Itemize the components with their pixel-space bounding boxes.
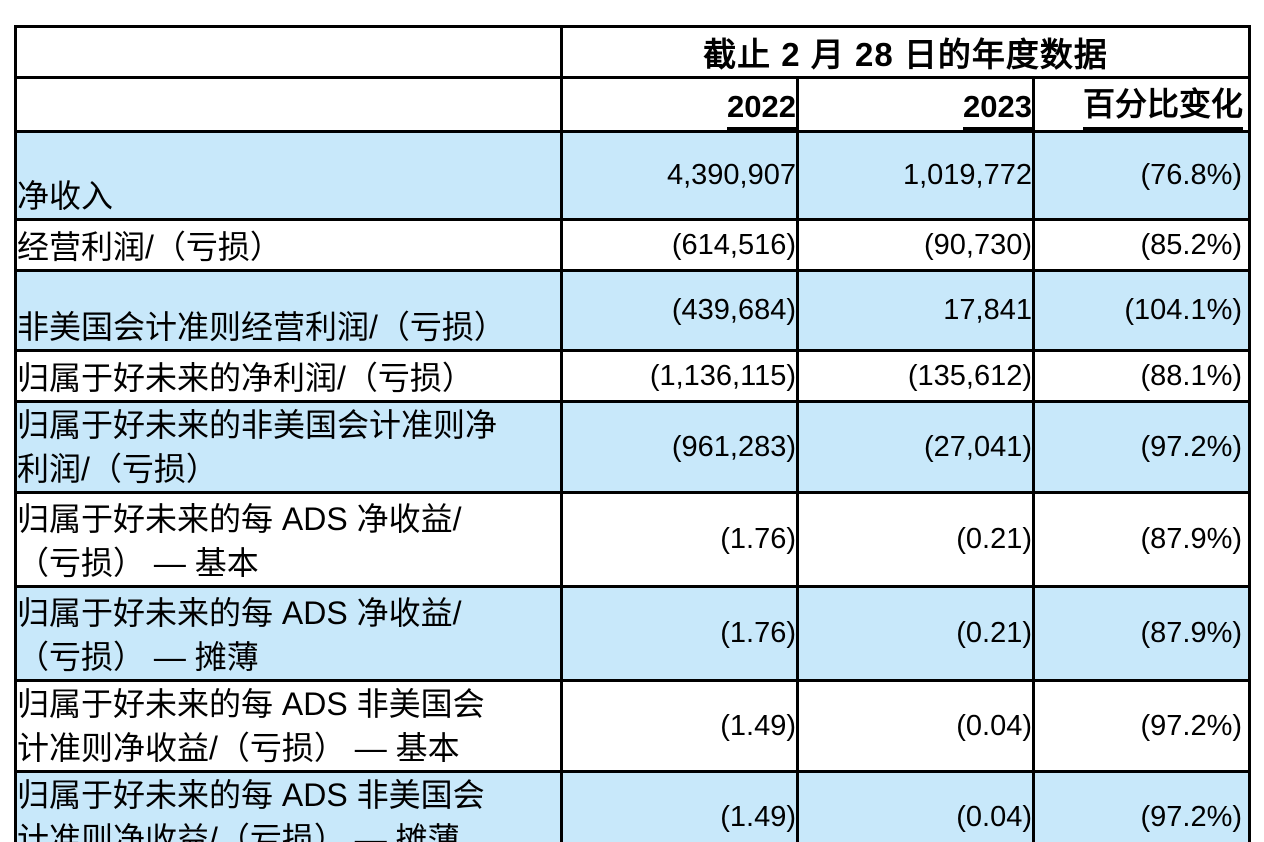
table-title: 截止 2 月 28 日的年度数据 [559,25,1252,79]
value-2022: (961,283) [560,400,799,494]
row-label: 归属于好未来的每 ADS 非美国会 计准则净收益/（亏损） — 摊薄 [14,770,563,842]
value-2022: 4,390,907 [560,130,799,221]
financial-summary-table: 截止 2 月 28 日的年度数据 2022 2023 百分比变化 净收入 4,3… [14,25,1252,842]
value-2023: (0.04) [796,770,1035,842]
table-row-operating-loss: 经营利润/（亏损） (614,516) (90,730) (85.2%) [14,218,1252,272]
column-header-2022: 2022 [560,76,799,133]
value-2023: (135,612) [796,349,1035,403]
row-label-line: 归属于好未来的净利润/（亏损） [17,360,474,396]
column-header-2023: 2023 [796,76,1035,133]
column-header-row: 2022 2023 百分比变化 [14,76,1252,133]
value-2022: (1.49) [560,679,799,773]
row-label-line: 经营利润/（亏损） [17,229,282,265]
column-header-2022-label: 2022 [727,89,795,129]
table-row-net-loss-per-ads-diluted: 归属于好未来的每 ADS 净收益/ （亏损） — 摊薄 (1.76) (0.21… [14,585,1252,682]
row-label: 归属于好未来的每 ADS 非美国会 计准则净收益/（亏损） — 基本 [14,679,563,773]
value-2022: (1.76) [560,585,799,682]
value-2023: 17,841 [796,269,1035,352]
row-label-line: 归属于好未来的每 ADS 非美国会 [17,777,485,813]
row-label-line: 归属于好未来的每 ADS 非美国会 [17,686,485,722]
row-label: 归属于好未来的每 ADS 净收益/ （亏损） — 摊薄 [14,585,563,682]
value-2022: (1,136,115) [560,349,799,403]
row-label-line: 归属于好未来的每 ADS 净收益/ [17,501,462,537]
table-row-net-loss-per-ads-basic: 归属于好未来的每 ADS 净收益/ （亏损） — 基本 (1.76) (0.21… [14,491,1252,588]
value-change: (88.1%) [1031,349,1252,403]
table-row-non-gaap-net-loss-per-ads-diluted: 归属于好未来的每 ADS 非美国会 计准则净收益/（亏损） — 摊薄 (1.49… [14,770,1252,842]
row-label-line: 归属于好未来的非美国会计准则净 [17,407,498,443]
row-label: 非美国会计准则经营利润/（亏损） [14,269,563,352]
value-change: (85.2%) [1031,218,1252,272]
row-label-line: 计准则净收益/（亏损） — 基本 [17,730,460,766]
column-header-2023-label: 2023 [963,89,1031,129]
corner-cell [14,25,563,79]
row-label: 净收入 [14,130,563,221]
row-label: 归属于好未来的每 ADS 净收益/ （亏损） — 基本 [14,491,563,588]
value-change: (87.9%) [1031,491,1252,588]
column-header-change-label: 百分比变化 [1083,81,1244,129]
row-label-line: 非美国会计准则经营利润/（亏损） [17,309,506,345]
row-label-line: 净收入 [17,178,114,214]
value-2023: (27,041) [796,400,1035,494]
value-change: (87.9%) [1031,585,1252,682]
row-label: 经营利润/（亏损） [14,218,563,272]
row-label-line: （亏损） — 基本 [17,545,259,581]
value-2022: (439,684) [560,269,799,352]
value-2023: (0.21) [796,491,1035,588]
table-row-net-revenues: 净收入 4,390,907 1,019,772 (76.8%) [14,130,1252,221]
value-2022: (614,516) [560,218,799,272]
value-change: (104.1%) [1031,269,1252,352]
row-label-line: 利润/（亏损） [17,451,218,487]
value-2023: (0.04) [796,679,1035,773]
table-row-net-loss-attributable: 归属于好未来的净利润/（亏损） (1,136,115) (135,612) (8… [14,349,1252,403]
value-change: (97.2%) [1031,400,1252,494]
table-row-non-gaap-net-loss-per-ads-basic: 归属于好未来的每 ADS 非美国会 计准则净收益/（亏损） — 基本 (1.49… [14,679,1252,773]
value-2022: (1.76) [560,491,799,588]
column-header-change: 百分比变化 [1031,76,1252,133]
row-label: 归属于好未来的净利润/（亏损） [14,349,563,403]
row-label-line: （亏损） — 摊薄 [17,639,259,675]
value-change: (76.8%) [1031,130,1252,221]
value-change: (97.2%) [1031,679,1252,773]
title-row: 截止 2 月 28 日的年度数据 [14,25,1252,79]
value-2023: 1,019,772 [796,130,1035,221]
table-row-non-gaap-operating-loss: 非美国会计准则经营利润/（亏损） (439,684) 17,841 (104.1… [14,269,1252,352]
row-label: 归属于好未来的非美国会计准则净 利润/（亏损） [14,400,563,494]
table-row-non-gaap-net-loss-attributable: 归属于好未来的非美国会计准则净 利润/（亏损） (961,283) (27,04… [14,400,1252,494]
row-label-line: 归属于好未来的每 ADS 净收益/ [17,595,462,631]
value-2023: (90,730) [796,218,1035,272]
row-label-line: 计准则净收益/（亏损） — 摊薄 [17,821,460,842]
value-change: (97.2%) [1031,770,1252,842]
value-2022: (1.49) [560,770,799,842]
corner-cell [14,76,563,133]
value-2023: (0.21) [796,585,1035,682]
